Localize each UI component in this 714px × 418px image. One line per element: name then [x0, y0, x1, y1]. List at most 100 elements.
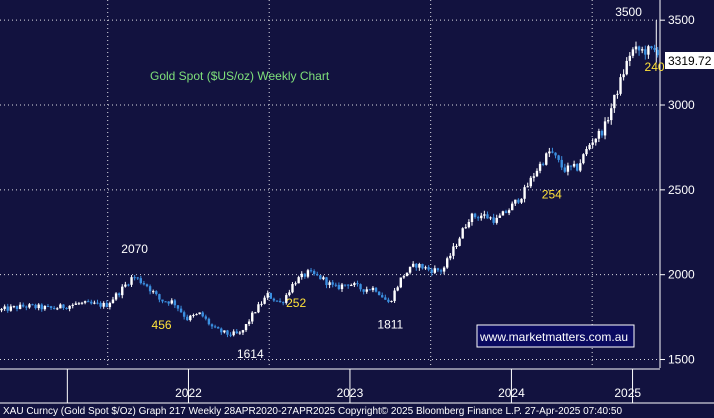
- annotation-3500: 3500: [615, 5, 642, 19]
- candle-body: [176, 305, 180, 309]
- candle-body: [628, 55, 632, 61]
- candle-body: [223, 330, 226, 333]
- candle-body: [189, 315, 192, 321]
- candle-body: [325, 277, 328, 286]
- candle-body: [56, 308, 59, 310]
- candle-body: [470, 213, 474, 223]
- candle-body: [427, 267, 430, 270]
- candle-body: [216, 327, 220, 329]
- candle-body: [319, 275, 322, 280]
- candle-body: [96, 302, 99, 304]
- candle-body: [405, 272, 409, 277]
- candle-body: [582, 154, 585, 164]
- candle-body: [87, 301, 90, 303]
- candle-body: [198, 312, 201, 315]
- candle-body: [229, 334, 232, 336]
- candle-body: [43, 306, 47, 310]
- candle-body: [631, 49, 635, 56]
- candle-body: [436, 268, 440, 271]
- candle-body: [591, 142, 594, 145]
- candle-body: [514, 199, 517, 204]
- watermark-border: [476, 324, 635, 348]
- candle-body: [111, 299, 115, 304]
- candle-body: [210, 324, 214, 327]
- candle-body: [238, 332, 242, 334]
- candle-body: [597, 131, 601, 139]
- candle-body: [244, 324, 248, 331]
- candle-body: [127, 284, 130, 286]
- candle-body: [526, 186, 529, 188]
- candle-body: [247, 321, 251, 325]
- y-tick-label-3000: 3000: [668, 98, 695, 112]
- candle-body: [322, 277, 325, 280]
- annotation-1811: 1811: [377, 318, 403, 332]
- candle-body: [498, 215, 502, 218]
- candle-body: [241, 330, 245, 333]
- candle-body: [353, 283, 356, 286]
- candle-body: [285, 295, 288, 303]
- candle-body: [442, 267, 446, 272]
- x-tick-label-2023: 2023: [337, 386, 364, 400]
- candle-body: [343, 284, 347, 286]
- x-tick-label-2024: 2024: [498, 386, 525, 400]
- candle-body: [446, 258, 449, 268]
- last-price-box: 3319.72: [665, 52, 714, 69]
- candle-body: [492, 217, 495, 223]
- candle-body: [538, 163, 542, 171]
- x-tick-label-2022: 2022: [175, 386, 202, 400]
- candle-body: [622, 74, 625, 78]
- candle-body: [266, 293, 269, 298]
- candle-body: [644, 49, 647, 55]
- candle-body: [606, 120, 610, 122]
- candle-body: [579, 163, 582, 171]
- candle-body: [124, 284, 127, 287]
- candle-body: [294, 283, 297, 285]
- candle-body: [647, 46, 650, 55]
- candle-body: [164, 301, 167, 303]
- candle-body: [80, 302, 84, 304]
- candle-body: [99, 302, 102, 307]
- candle-body: [575, 163, 579, 171]
- candle-body: [65, 307, 68, 309]
- candle-body: [557, 155, 560, 160]
- candle-body: [139, 278, 143, 284]
- candle-body: [374, 287, 378, 292]
- candle-body: [532, 176, 536, 178]
- candle-body: [133, 277, 136, 279]
- candle-body: [424, 267, 427, 269]
- candle-body: [365, 289, 368, 292]
- candle-body: [62, 304, 65, 308]
- candle-body: [232, 331, 235, 336]
- candle-body: [173, 300, 177, 306]
- annotation-254: 254: [542, 187, 562, 201]
- candle-body: [278, 300, 282, 303]
- candle-body: [9, 306, 13, 311]
- candle-body: [421, 264, 424, 269]
- annotation-240: 240: [645, 60, 665, 74]
- candle-body: [254, 312, 257, 314]
- candle-body: [396, 287, 399, 291]
- candle-body: [34, 304, 37, 309]
- candle-body: [415, 263, 418, 268]
- annotations: 2070 456 1614 252 1811 254 3500 240: [121, 5, 665, 361]
- candle-body: [37, 304, 40, 309]
- candle-body: [15, 306, 19, 309]
- candle-body: [495, 217, 498, 223]
- candle-body: [563, 167, 567, 172]
- candle-body: [350, 285, 353, 287]
- candle-body: [251, 312, 254, 322]
- candle-body: [588, 144, 591, 150]
- candle-body: [170, 300, 173, 304]
- annotation-1614: 1614: [237, 347, 264, 361]
- candle-body: [362, 289, 365, 292]
- candle-body: [6, 306, 9, 311]
- candle-body: [93, 302, 96, 304]
- candle-body: [49, 306, 53, 308]
- candle-body: [560, 159, 563, 168]
- candle-body: [71, 304, 74, 306]
- candle-body: [517, 199, 520, 203]
- candle-body: [634, 46, 638, 50]
- candle-body: [408, 266, 412, 273]
- candle-body: [452, 246, 455, 256]
